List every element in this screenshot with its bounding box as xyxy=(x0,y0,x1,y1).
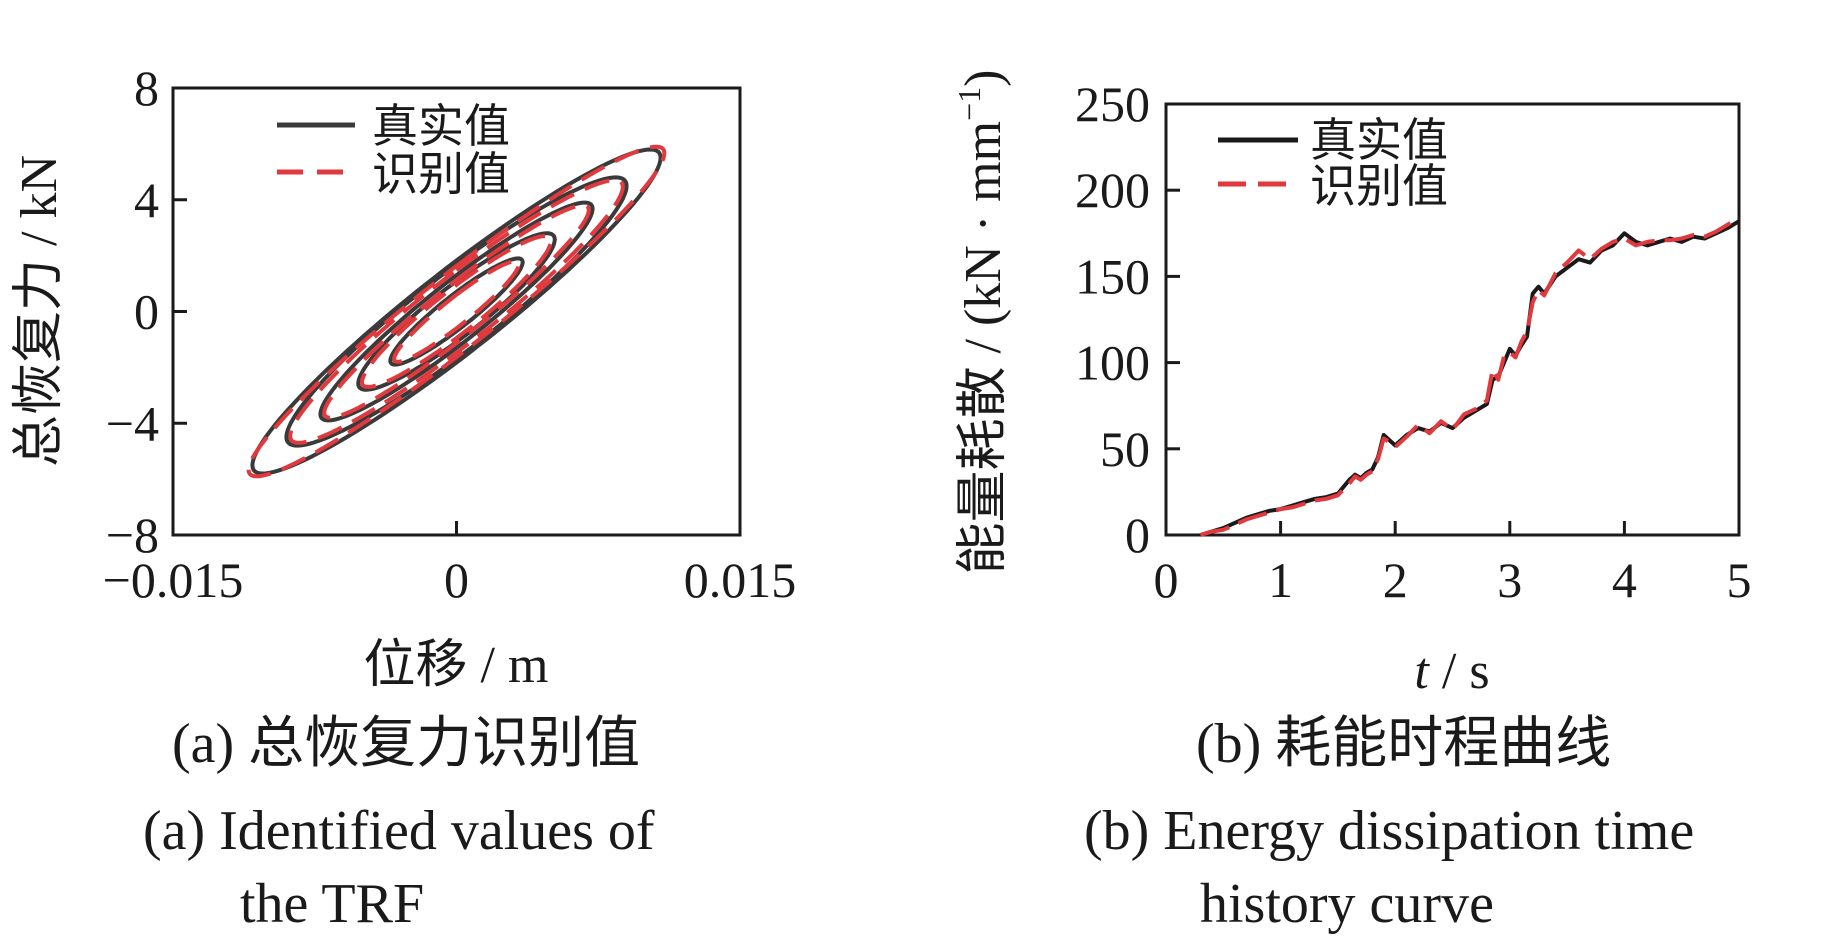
panel-b-legend-identified-label: 识别值 xyxy=(1310,161,1448,212)
panel-a-real-loop xyxy=(356,231,557,392)
panel-b-plot-frame xyxy=(1164,102,1741,537)
panel-b-ytick-label: 100 xyxy=(1075,335,1150,391)
caption-b-zh: (b) 耗能时程曲线 xyxy=(1196,713,1612,775)
panel-b-xlabel: t / s xyxy=(1414,643,1489,700)
panel-b-ytick-label: 250 xyxy=(1075,76,1150,132)
panel-b-xtick-label: 3 xyxy=(1497,552,1522,608)
panel-a-ytick-label: 0 xyxy=(134,284,159,340)
panel-a-legend: 真实值 识别值 xyxy=(277,101,510,200)
panel-b-ylabel-sup: −1 xyxy=(951,87,987,121)
panel-a-ytick-label: 4 xyxy=(134,172,159,228)
panel-b-ytick-label: 200 xyxy=(1075,162,1150,218)
panel-b-ylabel-end: ) xyxy=(955,70,1012,87)
caption-a-en-line1: (a) Identified values of xyxy=(143,800,655,862)
panel-b-xlabel-unit: / s xyxy=(1429,643,1490,700)
panel-a-identified-loop xyxy=(246,144,667,479)
panel-b-xlabel-var: t xyxy=(1414,643,1430,700)
panel-a-real-loop xyxy=(388,256,525,367)
panel-b-ticks: 0 1 2 3 4 5 250 200 150 100 50 0 xyxy=(1075,76,1752,608)
panel-a-ylabel: 总恢复力 / kN xyxy=(11,155,68,467)
panel-a-ticks: −0.015 0 0.015 8 4 0 −4 −8 xyxy=(103,60,797,608)
panel-b-ylabel: 能量耗散 / (kN · mm−1) xyxy=(951,70,1012,575)
panel-a-ytick-label: −4 xyxy=(106,395,159,451)
panel-b-identified-line xyxy=(1199,216,1741,537)
panel-b-series xyxy=(1199,216,1741,537)
panel-b-ytick-label: 150 xyxy=(1075,248,1150,304)
panel-a: −0.015 0 0.015 8 4 0 −4 −8 真实值 识别值 位移 / m 总恢复力 … xyxy=(11,60,796,694)
panel-a-ytick-label: 8 xyxy=(134,60,159,116)
panel-b-ytick-label: 0 xyxy=(1125,507,1150,563)
panel-b-xtick-label: 1 xyxy=(1268,552,1293,608)
panel-b-xtick-label: 2 xyxy=(1383,552,1408,608)
panel-a-identified-loop xyxy=(359,234,554,389)
panel-a-ytick-label: −8 xyxy=(106,507,159,563)
panel-b-ytick-label: 50 xyxy=(1100,421,1150,477)
panel-b-legend-real-label: 真实值 xyxy=(1310,115,1448,166)
panel-a-legend-real-label: 真实值 xyxy=(372,101,510,152)
caption-a-zh: (a) 总恢复力识别值 xyxy=(172,713,641,775)
panel-b-ylabel-main: 能量耗散 / (kN · mm xyxy=(955,121,1012,575)
caption-a-en-line2: the TRF xyxy=(240,873,425,935)
panel-a-series xyxy=(246,144,667,479)
panel-b-legend: 真实值 识别值 xyxy=(1218,115,1448,212)
panel-b-real-line xyxy=(1199,219,1741,537)
panel-b-xtick-label: 5 xyxy=(1727,552,1752,608)
panel-b-xtick-label: 4 xyxy=(1612,552,1637,608)
panel-a-real-loop xyxy=(284,175,629,448)
panel-a-identified-loop xyxy=(392,259,521,364)
panel-a-xtick-label: 0 xyxy=(444,552,469,608)
caption-b-en-line1: (b) Energy dissipation time xyxy=(1084,800,1695,862)
panel-b-xtick-label: 0 xyxy=(1154,552,1179,608)
panel-a-xtick-label: −0.015 xyxy=(103,552,244,608)
panel-a-xtick-label: 0.015 xyxy=(684,552,797,608)
panel-a-identified-loop xyxy=(322,203,591,420)
panel-a-legend-identified-label: 识别值 xyxy=(372,149,510,200)
panel-b: 0 1 2 3 4 5 250 200 150 100 50 0 真实值 识别值 t / s 能量耗散… xyxy=(951,70,1752,700)
panel-a-real-loop xyxy=(318,200,595,423)
panel-a-identified-loop xyxy=(288,178,625,445)
panel-a-xlabel: 位移 / m xyxy=(364,637,549,694)
caption-b-en-line2: history curve xyxy=(1200,873,1494,935)
